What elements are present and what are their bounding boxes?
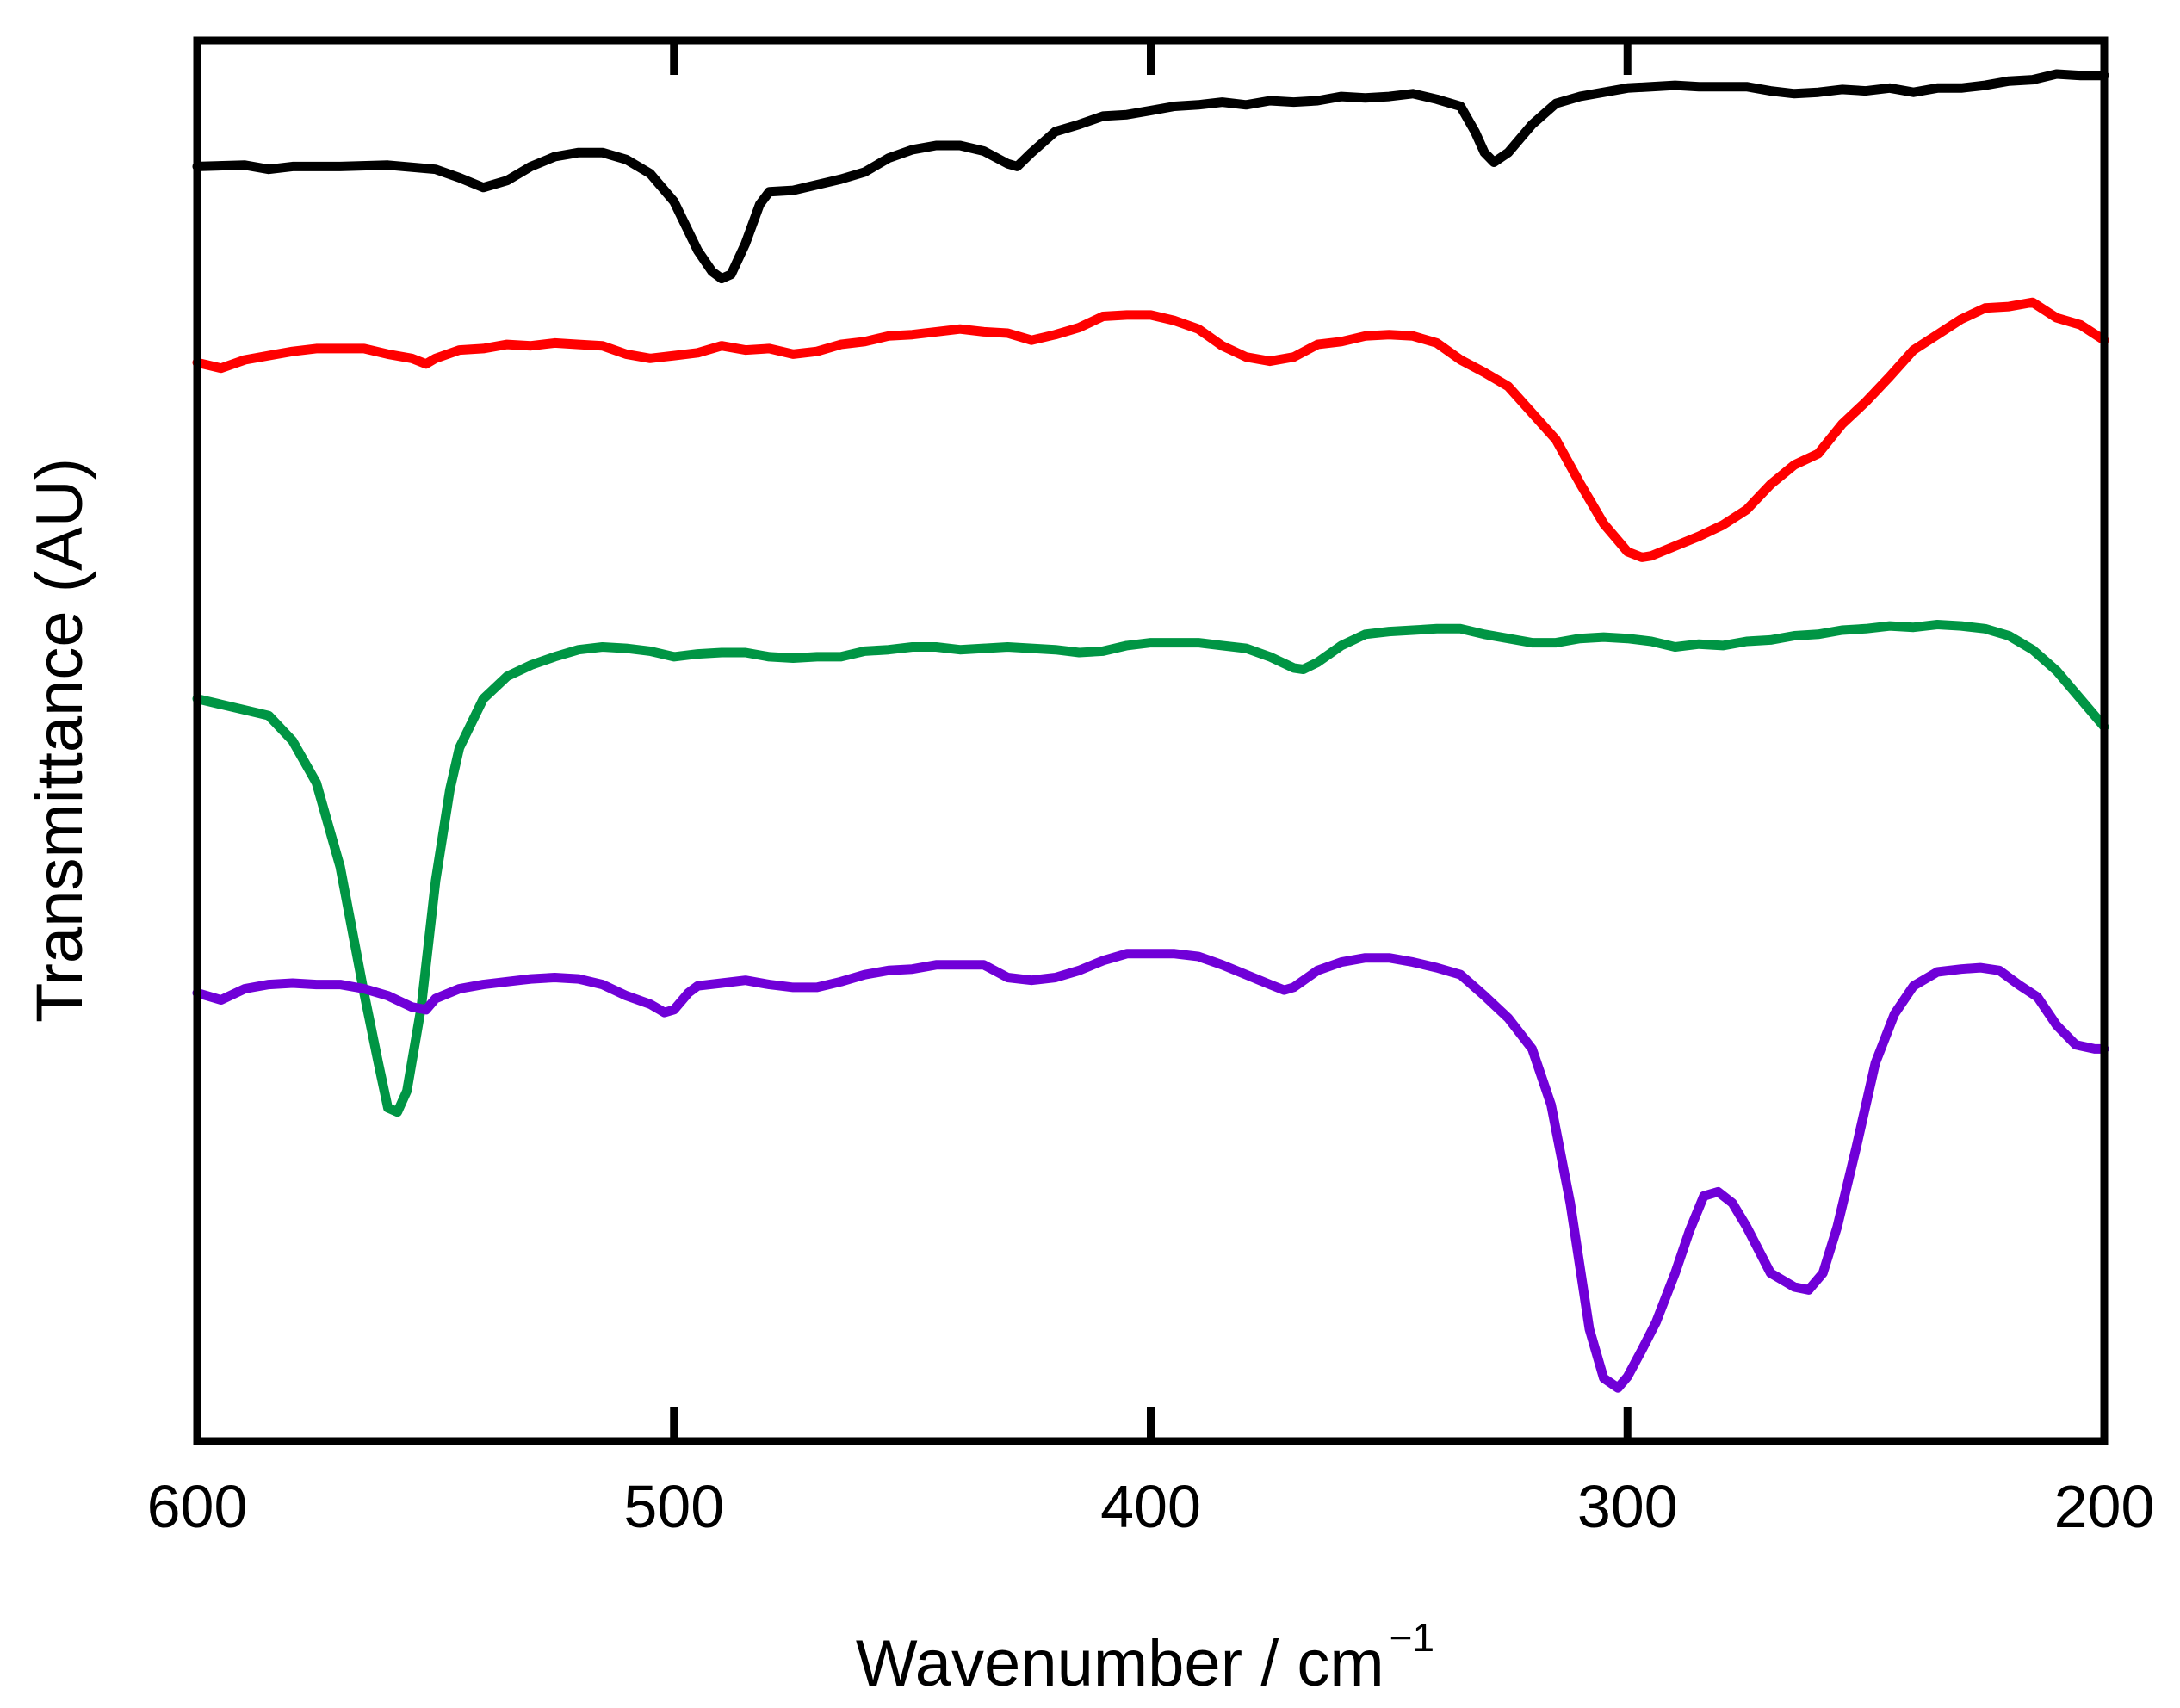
series-line-green — [192, 620, 2109, 1117]
series-line-black — [192, 69, 2109, 284]
series-layer — [192, 69, 2109, 1393]
x-tick-label-400: 400 — [1100, 1473, 1201, 1540]
x-tick-label-500: 500 — [623, 1473, 724, 1540]
series-line-red — [192, 297, 2109, 562]
y-axis-title: Transmittance (AU) — [23, 458, 96, 1023]
x-tick-label-600: 600 — [147, 1473, 248, 1540]
x-axis-title: Wavenumber / cm −1 — [856, 1615, 1434, 1700]
x-tick-label-300: 300 — [1577, 1473, 1678, 1540]
x-tick-label-200: 200 — [2054, 1473, 2155, 1540]
series-line-purple — [192, 949, 2109, 1393]
x-ticks: 600 500 400 300 200 — [147, 40, 2155, 1540]
